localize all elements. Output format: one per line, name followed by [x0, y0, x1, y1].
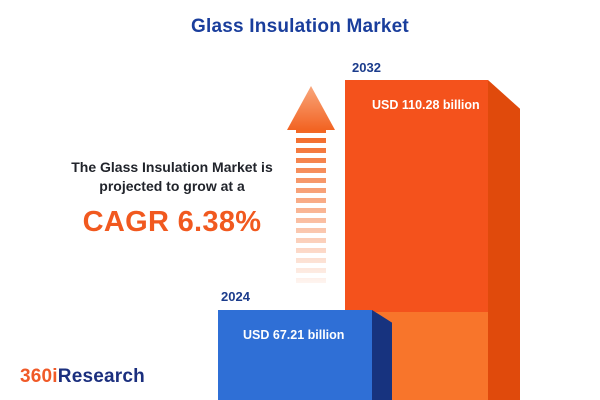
value-label-2024: USD 67.21 billion [243, 328, 345, 342]
bar-2032-side-face [488, 80, 520, 400]
brand-logo: 360iResearch [20, 366, 145, 388]
page-title: Glass Insulation Market [191, 16, 409, 37]
value-label-2032: USD 110.28 billion [372, 98, 480, 112]
annotation-line-2: projected to grow at a [99, 178, 245, 194]
brand-logo-suffix: Research [57, 366, 145, 387]
bar-2024 [218, 310, 372, 400]
cagr-value: CAGR 6.38% [82, 206, 262, 238]
year-label-2032: 2032 [352, 60, 381, 75]
growth-arrow-body-icon [296, 128, 326, 286]
bar-2024-side-face [372, 310, 392, 400]
annotation-line-1: The Glass Insulation Market is [71, 159, 273, 175]
year-label-2024: 2024 [221, 289, 250, 304]
brand-logo-prefix: 360i [20, 366, 58, 387]
growth-arrow-up-icon [287, 86, 335, 130]
annotation-block: The Glass Insulation Market is projected… [52, 158, 292, 239]
